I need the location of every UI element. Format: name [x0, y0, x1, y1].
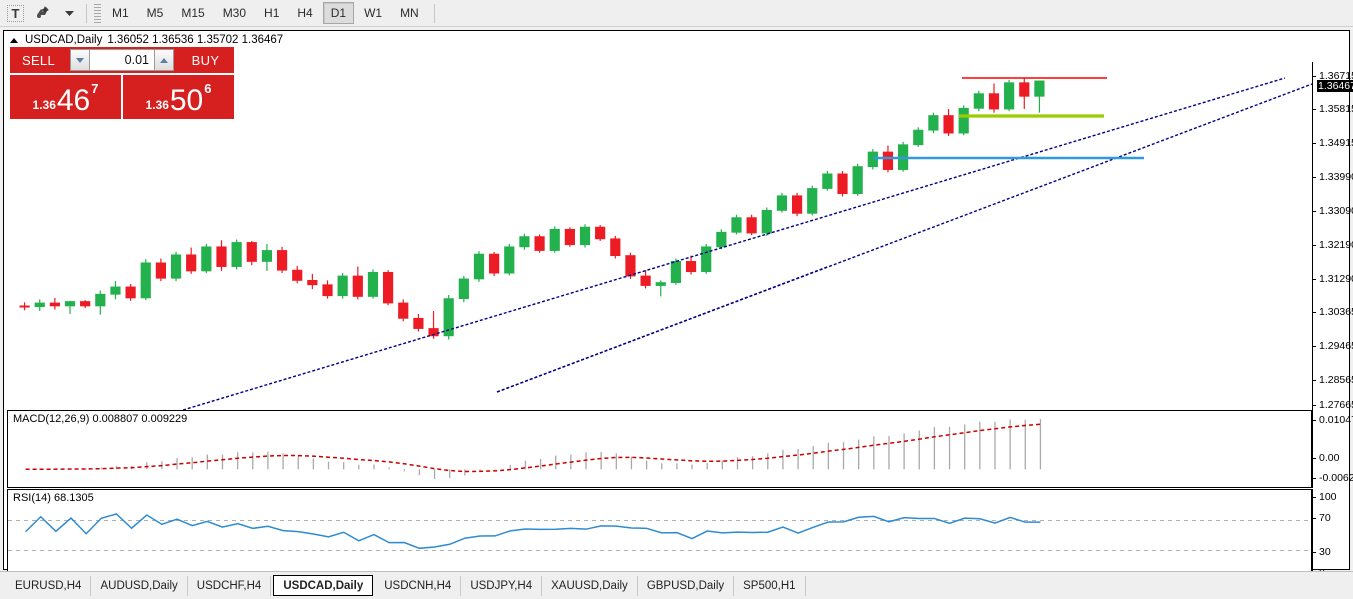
rsi-axis-tick: [1312, 497, 1316, 498]
timeframe-h4[interactable]: H4: [297, 6, 313, 20]
chart-header: USDCAD,Daily 1.36052 1.36536 1.35702 1.3…: [10, 34, 283, 46]
symbol-tab-usdcnh[interactable]: USDCNH,H4: [375, 575, 462, 596]
chart-ohlc-label: 1.36052 1.36536 1.35702 1.36467: [107, 34, 284, 46]
macd-axis-label: -0.006218: [1319, 472, 1353, 484]
price-pane[interactable]: [7, 62, 1312, 410]
price-axis-label: 1.33090: [1319, 205, 1353, 217]
timeframe-mn[interactable]: MN: [400, 6, 419, 20]
macd-label: MACD(12,26,9) 0.008807 0.009229: [13, 413, 188, 425]
symbol-tab-eurusd[interactable]: EURUSD,H4: [6, 575, 92, 596]
rsi-axis-tick: [1312, 518, 1316, 519]
volume-decrement-button[interactable]: [70, 49, 90, 71]
timeframe-h1[interactable]: H1: [264, 6, 280, 20]
chart-area[interactable]: USDCAD,Daily 1.36052 1.36536 1.35702 1.3…: [3, 30, 1353, 599]
price-axis-label: 1.33990: [1319, 171, 1353, 183]
chart-symbol-label: USDCAD,Daily: [25, 34, 103, 46]
price-axis-label: 1.27665: [1319, 399, 1353, 411]
main-toolbar: T M1 M5 M15 M30 H1 H4 D1 W1 MN: [0, 0, 1353, 27]
buy-price-prefix: 1.36: [145, 98, 169, 112]
indicators-icon[interactable]: [30, 2, 54, 24]
macd-axis[interactable]: 0.010474 0.00 -0.006218: [1312, 410, 1353, 488]
macd-axis-tick: [1312, 458, 1316, 459]
rsi-axis-line: [1312, 489, 1313, 581]
rsi-plot: [8, 513, 1313, 551]
current-price-label: 1.36467: [1317, 80, 1353, 92]
sell-price-button[interactable]: 1.36 46 7: [10, 73, 121, 119]
buy-button[interactable]: BUY: [177, 47, 234, 73]
price-axis-tick: [1312, 312, 1316, 313]
price-axis-line: [1312, 62, 1313, 410]
timeframe-m30[interactable]: M30: [222, 6, 247, 20]
macd-plot: [25, 419, 1042, 479]
macd-axis-label: 0.010474: [1319, 414, 1353, 426]
price-axis-tick: [1312, 211, 1316, 212]
timeframe-bar: M1 M5 M15 M30 H1 H4 D1 W1 MN: [103, 0, 428, 26]
symbol-tab-usdcad[interactable]: USDCAD,Daily: [273, 575, 374, 596]
buy-price-button[interactable]: 1.36 50 6: [123, 73, 234, 119]
price-axis-label: 1.34915: [1319, 137, 1353, 149]
symbol-tab-usdchf[interactable]: USDCHF,H4: [188, 575, 272, 596]
price-axis-label: 1.36715: [1319, 70, 1353, 82]
rsi-label: RSI(14) 68.1305: [13, 492, 94, 504]
timeframe-m1[interactable]: M1: [112, 6, 129, 20]
symbol-tab-gbpusd[interactable]: GBPUSD,Daily: [638, 575, 735, 596]
macd-axis-label: 0.00: [1319, 452, 1340, 464]
volume-input[interactable]: 0.01: [90, 49, 154, 71]
buy-price-fraction: 6: [204, 81, 212, 96]
text-cursor-icon[interactable]: T: [3, 2, 27, 24]
price-axis-tick: [1312, 245, 1316, 246]
price-axis-tick: [1312, 143, 1316, 144]
toolbar-divider-2: [433, 3, 435, 23]
price-axis-label: 1.29465: [1319, 340, 1353, 352]
price-axis-tick: [1312, 346, 1316, 347]
sell-price-prefix: 1.36: [32, 98, 56, 112]
rsi-axis-label: 30: [1319, 546, 1331, 558]
rsi-axis[interactable]: 10070300: [1312, 489, 1353, 581]
volume-stepper[interactable]: 0.01: [67, 47, 177, 73]
price-axis-label: 1.31290: [1319, 273, 1353, 285]
volume-increment-button[interactable]: [154, 49, 174, 71]
timeframe-d1[interactable]: D1: [322, 2, 355, 24]
price-axis[interactable]: 1.36715 1.35815 1.34915 1.33990 1.33090 1.321…: [1312, 62, 1353, 411]
candlestick-plot: [19, 77, 1312, 410]
price-axis-tick: [1312, 177, 1316, 178]
rsi-axis-tick: [1312, 552, 1316, 553]
timeframe-m15[interactable]: M15: [181, 6, 205, 20]
rsi-pane[interactable]: RSI(14) 68.1305: [7, 489, 1313, 581]
rsi-axis-label: 70: [1319, 512, 1331, 524]
price-axis-tick: [1312, 109, 1316, 110]
collapse-triangle-icon[interactable]: [10, 37, 18, 43]
rsi-axis-label: 100: [1319, 491, 1337, 503]
sell-price-main: 46: [56, 84, 91, 117]
buy-price-main: 50: [169, 84, 204, 117]
price-axis-tick: [1312, 380, 1316, 381]
price-axis-label: 1.30365: [1319, 306, 1353, 318]
price-axis-label: 1.35815: [1319, 103, 1353, 115]
price-axis-tick: [1312, 76, 1316, 77]
symbol-tab-usdjpy[interactable]: USDJPY,H4: [461, 575, 543, 596]
symbol-tab-sp500[interactable]: SP500,H1: [734, 575, 806, 596]
one-click-trading-panel[interactable]: SELL 0.01 BUY 1.36 46 7 1.36 50 6: [10, 47, 234, 119]
macd-pane[interactable]: MACD(12,26,9) 0.008807 0.009229: [7, 410, 1312, 488]
chevron-down-icon[interactable]: [57, 2, 81, 24]
macd-axis-tick: [1312, 420, 1316, 421]
price-axis-tick: [1312, 279, 1316, 280]
timeframe-w1[interactable]: W1: [364, 6, 383, 20]
timeframe-m5[interactable]: M5: [146, 6, 164, 20]
macd-axis-tick: [1312, 478, 1316, 479]
sell-price-fraction: 7: [91, 81, 99, 96]
toolbar-divider: [86, 3, 87, 23]
price-axis-tick: [1312, 405, 1316, 406]
symbol-tab-xauusd[interactable]: XAUUSD,Daily: [542, 575, 638, 596]
sell-button[interactable]: SELL: [10, 47, 67, 73]
symbol-tab-audusd[interactable]: AUDUSD,Daily: [91, 575, 188, 596]
symbol-tab-bar: EURUSD,H4 AUDUSD,Daily USDCHF,H4 USDCAD,Dai…: [0, 571, 1353, 599]
toolbar-grip[interactable]: [94, 3, 101, 23]
price-axis-label: 1.32190: [1319, 239, 1353, 251]
macd-axis-line: [1312, 410, 1313, 488]
price-axis-label: 1.28565: [1319, 374, 1353, 386]
